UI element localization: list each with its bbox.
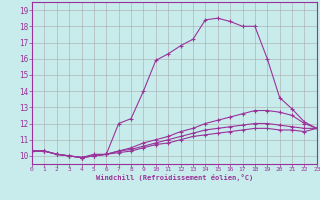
X-axis label: Windchill (Refroidissement éolien,°C): Windchill (Refroidissement éolien,°C): [96, 174, 253, 181]
